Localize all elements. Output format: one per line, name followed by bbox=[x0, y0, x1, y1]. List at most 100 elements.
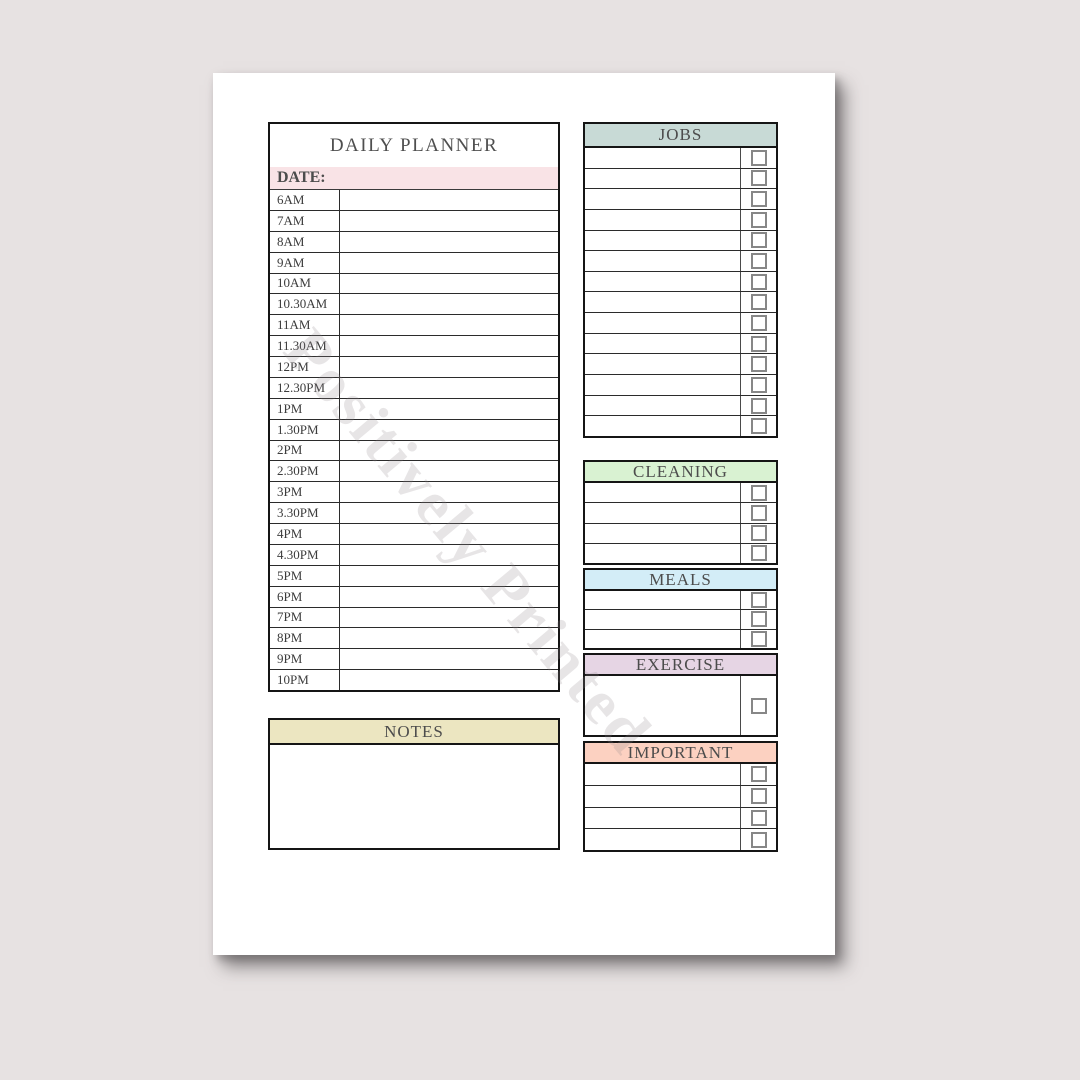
job-row bbox=[585, 353, 776, 375]
checkbox[interactable] bbox=[750, 809, 767, 826]
time-label: 10AM bbox=[270, 273, 340, 294]
time-label: 5PM bbox=[270, 565, 340, 586]
cleaning-row bbox=[585, 502, 776, 523]
time-entry-area bbox=[340, 336, 558, 356]
checkbox-cell bbox=[740, 148, 776, 168]
checkbox-cell bbox=[740, 591, 776, 610]
checkbox[interactable] bbox=[750, 335, 767, 352]
time-row: 11.30AM bbox=[270, 335, 558, 356]
checkbox[interactable] bbox=[750, 253, 767, 270]
checkbox-cell bbox=[740, 333, 776, 354]
meal-row bbox=[585, 628, 776, 648]
time-label: 9AM bbox=[270, 252, 340, 273]
time-entry-area bbox=[340, 274, 558, 294]
important-rows bbox=[585, 764, 776, 850]
important-row bbox=[585, 764, 776, 785]
checkbox[interactable] bbox=[750, 592, 767, 609]
time-label: 11AM bbox=[270, 315, 340, 336]
checkbox[interactable] bbox=[750, 788, 767, 805]
time-label: 10PM bbox=[270, 670, 340, 690]
time-row: 10AM bbox=[270, 272, 558, 294]
checkbox[interactable] bbox=[750, 697, 767, 714]
time-label: 12PM bbox=[270, 357, 340, 377]
time-row: 1PM bbox=[270, 397, 558, 419]
time-row: 12PM bbox=[270, 356, 558, 377]
checkbox-cell bbox=[740, 209, 776, 230]
job-entry-area bbox=[585, 210, 740, 230]
job-row bbox=[585, 394, 776, 416]
job-entry-area bbox=[585, 334, 740, 354]
important-entry-area bbox=[585, 764, 740, 785]
time-row: 7PM bbox=[270, 606, 558, 628]
job-row bbox=[585, 312, 776, 333]
time-entry-area bbox=[340, 545, 558, 565]
cleaning-row bbox=[585, 483, 776, 503]
cleaning-entry-area bbox=[585, 503, 740, 522]
checkbox[interactable] bbox=[750, 356, 767, 373]
time-entry-area bbox=[340, 378, 558, 398]
time-entry-area bbox=[340, 232, 558, 252]
cleaning-section: CLEANING bbox=[583, 460, 778, 565]
time-label: 12.30PM bbox=[270, 377, 340, 398]
exercise-header: EXERCISE bbox=[585, 655, 776, 676]
checkbox[interactable] bbox=[750, 397, 767, 414]
notes-section: NOTES bbox=[268, 718, 560, 850]
time-label: 8AM bbox=[270, 231, 340, 252]
time-row: 4.30PM bbox=[270, 543, 558, 565]
checkbox[interactable] bbox=[750, 484, 767, 501]
time-row: 8AM bbox=[270, 230, 558, 252]
checkbox[interactable] bbox=[750, 191, 767, 208]
time-label: 10.30AM bbox=[270, 294, 340, 315]
checkbox-cell bbox=[740, 676, 776, 735]
checkbox[interactable] bbox=[750, 376, 767, 393]
checkbox[interactable] bbox=[750, 149, 767, 166]
cleaning-row bbox=[585, 542, 776, 563]
notes-entry-area bbox=[270, 745, 558, 848]
checkbox-cell bbox=[740, 629, 776, 648]
job-entry-area bbox=[585, 375, 740, 395]
checkbox[interactable] bbox=[750, 232, 767, 249]
checkbox[interactable] bbox=[750, 294, 767, 311]
jobs-section: JOBS bbox=[583, 122, 778, 438]
job-row bbox=[585, 229, 776, 251]
checkbox[interactable] bbox=[750, 418, 767, 435]
time-entry-area bbox=[340, 524, 558, 544]
checkbox[interactable] bbox=[750, 314, 767, 331]
time-entry-area bbox=[340, 420, 558, 440]
job-entry-area bbox=[585, 354, 740, 374]
meal-row bbox=[585, 591, 776, 610]
time-label: 2PM bbox=[270, 440, 340, 461]
time-label: 1PM bbox=[270, 398, 340, 419]
checkbox[interactable] bbox=[750, 630, 767, 647]
date-row: DATE: bbox=[270, 167, 558, 190]
time-entry-area bbox=[340, 670, 558, 690]
time-rows: 6AM 7AM 8AM 9AM bbox=[270, 190, 558, 690]
meal-entry-area bbox=[585, 610, 740, 628]
time-label: 7PM bbox=[270, 607, 340, 628]
time-entry-area bbox=[340, 566, 558, 586]
checkbox[interactable] bbox=[750, 766, 767, 783]
checkbox[interactable] bbox=[750, 170, 767, 187]
checkbox-cell bbox=[740, 375, 776, 395]
time-label: 2.30PM bbox=[270, 461, 340, 482]
checkbox-cell bbox=[740, 354, 776, 375]
time-label: 8PM bbox=[270, 628, 340, 649]
checkbox[interactable] bbox=[750, 831, 767, 848]
time-entry-area bbox=[340, 628, 558, 648]
time-row: 3PM bbox=[270, 481, 558, 503]
checkbox[interactable] bbox=[750, 504, 767, 521]
checkbox-cell bbox=[740, 610, 776, 629]
cleaning-entry-area bbox=[585, 483, 740, 502]
time-row: 6AM bbox=[270, 190, 558, 210]
checkbox[interactable] bbox=[750, 611, 767, 628]
daily-planner-table: DAILY PLANNER DATE: 6AM 7AM bbox=[268, 122, 560, 692]
checkbox[interactable] bbox=[750, 273, 767, 290]
job-entry-area bbox=[585, 313, 740, 333]
job-entry-area bbox=[585, 231, 740, 251]
checkbox[interactable] bbox=[750, 211, 767, 228]
checkbox[interactable] bbox=[750, 525, 767, 542]
checkbox-cell bbox=[740, 168, 776, 189]
checkbox-cell bbox=[740, 189, 776, 209]
checkbox[interactable] bbox=[750, 545, 767, 562]
planner-page: DAILY PLANNER DATE: 6AM 7AM bbox=[213, 73, 835, 955]
